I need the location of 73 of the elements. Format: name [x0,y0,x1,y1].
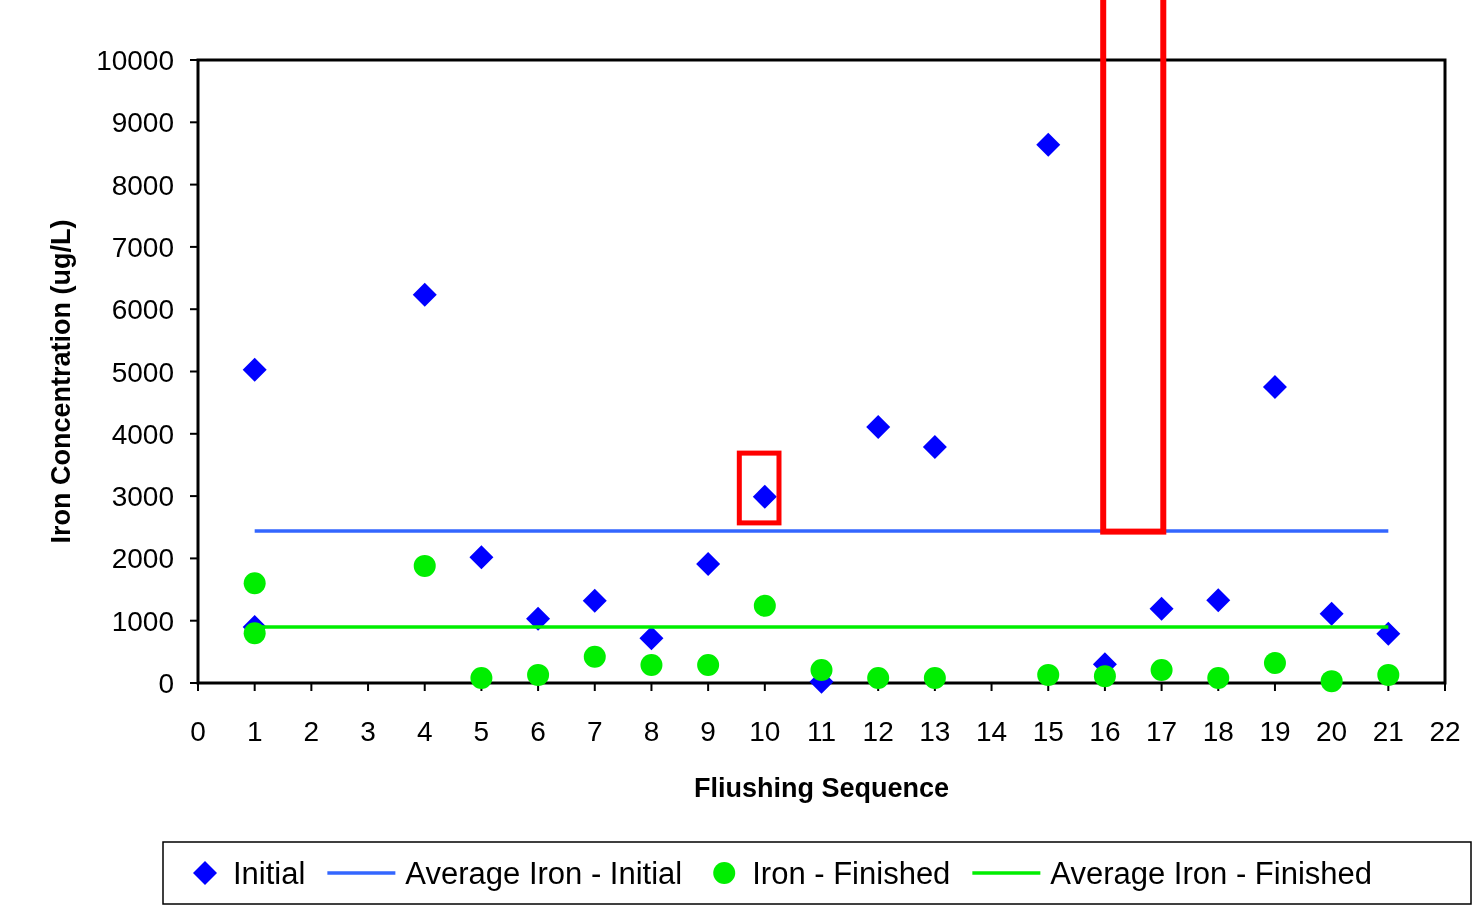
point [922,434,947,459]
point [1207,667,1230,689]
point [1093,665,1116,688]
x-tick-label: 22 [1429,716,1461,747]
x-tick-label: 11 [806,716,837,747]
x-tick-label: 21 [1372,716,1404,747]
x-tick-label: 1 [246,716,263,747]
x-tick-label: 2 [303,716,320,747]
x-tick-label: 20 [1316,716,1348,747]
legend-label: Average Iron - Initial [405,856,683,891]
point [753,594,776,617]
point [470,667,493,689]
legend-label: Initial [233,856,306,891]
x-tick-label: 18 [1202,716,1234,747]
point [1319,601,1344,626]
point [582,588,607,613]
point [242,357,267,382]
x-tick-label: 16 [1089,716,1121,747]
point [810,658,833,681]
x-tick-label: 14 [975,716,1008,747]
point [412,282,437,307]
point [866,414,891,439]
x-tick-label: 6 [530,716,546,747]
point [1262,375,1287,400]
x-tick-label: 19 [1259,716,1291,747]
point [413,554,436,577]
x-tick-label: 7 [586,716,603,747]
legend-label: Iron - Finished [752,856,951,891]
point [923,667,946,689]
y-tick-label: 3000 [111,481,174,513]
x-tick-label: 15 [1032,716,1064,747]
x-tick-label: 3 [360,716,376,747]
x-tick-label: 0 [190,716,206,747]
legend-label: Average Iron - Finished [1050,856,1373,891]
x-tick-label: 4 [416,716,433,747]
point [1320,670,1343,693]
point [640,653,663,676]
point [696,552,721,577]
y-tick-label: 8000 [111,169,174,201]
y-tick-label: 9000 [111,107,174,139]
y-tick-label: 1000 [111,605,174,637]
point [243,572,266,595]
point [1263,652,1286,675]
point [469,545,494,570]
point [697,653,720,676]
x-tick-label: 12 [862,716,894,747]
x-tick-label: 8 [643,716,660,747]
x-tick-label: 5 [473,716,490,747]
y-tick-label: 10000 [96,45,174,76]
point [583,645,606,668]
y-axis-title: Iron Concentration (ug/L) [46,219,76,544]
x-tick-label: 13 [919,716,951,747]
point [243,622,266,645]
point [1376,621,1401,646]
point [1150,658,1173,681]
y-tick-label: 5000 [111,356,174,388]
point [867,667,890,689]
y-tick-label: 4000 [111,418,174,450]
point [527,663,550,686]
point [639,626,664,651]
point [1037,663,1060,686]
x-tick-label: 9 [700,716,716,747]
y-tick-label: 6000 [111,294,174,326]
x-axis-title: Fliushing Sequence [693,773,950,803]
y-tick-label: 0 [158,668,174,699]
point [1377,663,1400,686]
point [1149,596,1174,621]
y-tick-label: 7000 [111,231,174,263]
point [1206,588,1231,613]
point [1036,132,1061,157]
y-tick-label: 2000 [111,543,174,575]
x-tick-label: 17 [1146,716,1178,747]
x-tick-label: 10 [749,716,781,747]
